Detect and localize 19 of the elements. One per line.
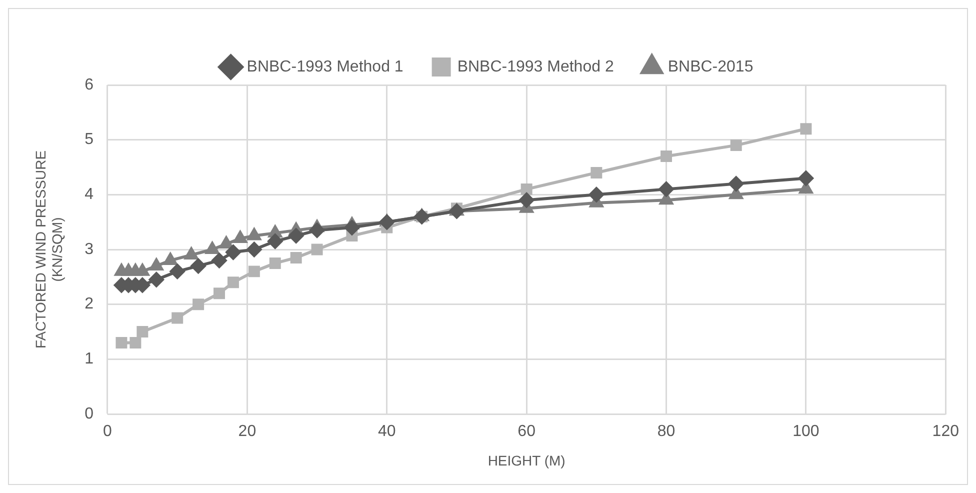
- x-tick-label: 100: [792, 423, 820, 440]
- y-axis-title: FACTORED WIND PRESSURE (KN/SQM): [32, 150, 66, 349]
- x-tick-label: 80: [657, 423, 676, 440]
- y-tick-label: 0: [84, 405, 94, 422]
- legend-label: BNBC-1993 Method 2: [457, 58, 614, 76]
- x-tick-label: 0: [103, 423, 112, 440]
- y-tick-label: 5: [84, 131, 94, 148]
- y-tick-label: 4: [84, 186, 94, 204]
- y-tick-label: 2: [84, 296, 94, 313]
- x-tick-label: 60: [518, 423, 536, 440]
- x-axis-title: HEIGHT (M): [488, 452, 566, 468]
- x-tick-label: 20: [238, 423, 256, 440]
- y-tick-label: 6: [84, 76, 94, 94]
- legend-label: BNBC-1993 Method 1: [246, 58, 404, 76]
- x-tick-label: 40: [378, 423, 396, 440]
- legend-label: BNBC-2015: [668, 58, 754, 76]
- y-tick-label: 1: [84, 350, 94, 368]
- x-tick-label: 120: [932, 423, 960, 440]
- y-tick-label: 3: [84, 240, 94, 258]
